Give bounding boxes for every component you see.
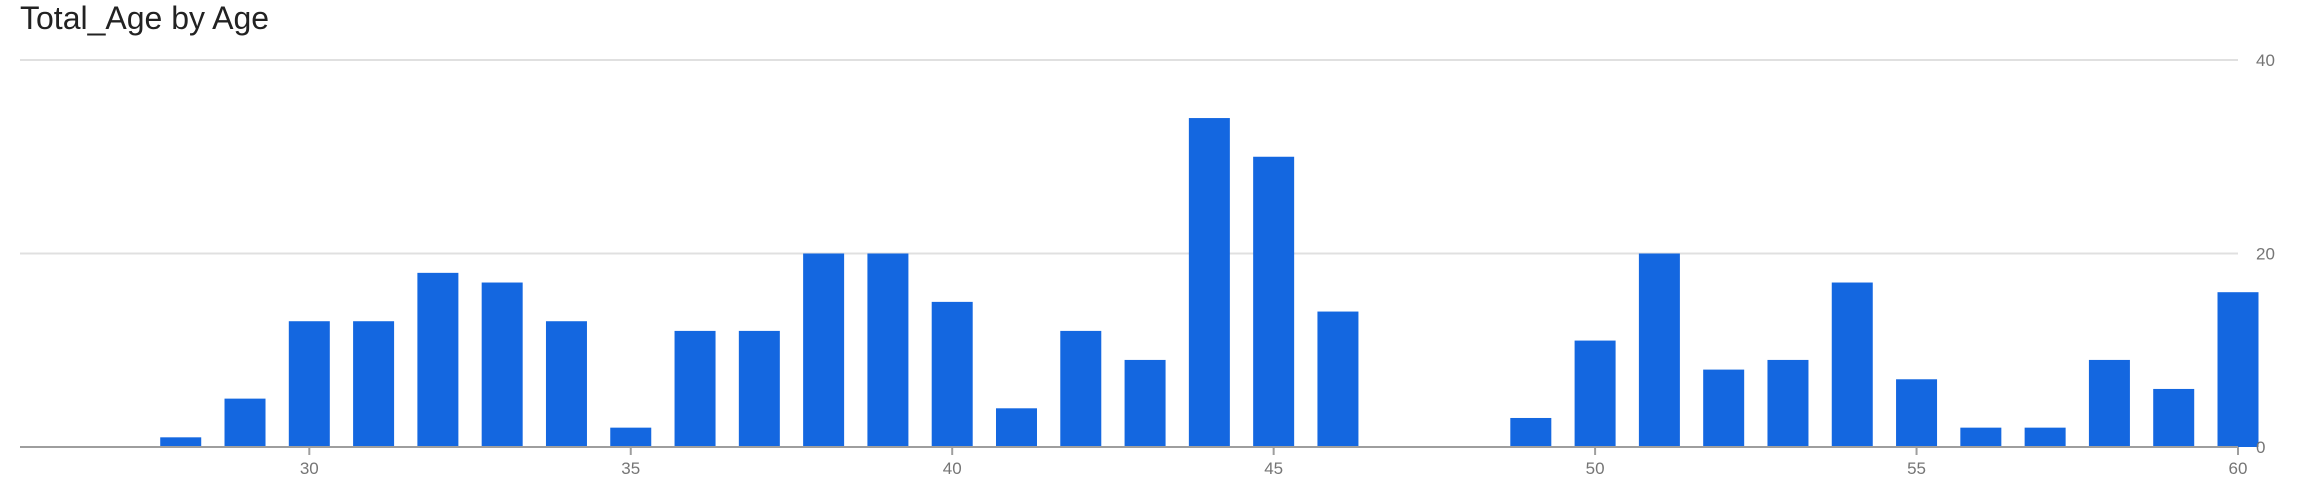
bar [353,321,395,447]
bar [1188,118,1230,448]
bar [995,408,1037,447]
bar [288,321,330,447]
bar [1703,369,1745,447]
bar [1767,359,1809,447]
bar [1317,311,1359,447]
x-tick-label: 35 [621,459,640,478]
x-tick-label: 45 [1264,459,1283,478]
bar [2088,359,2130,447]
x-tick-label: 50 [1586,459,1605,478]
bar [738,330,780,447]
chart-title: Total_Age by Age [20,0,270,36]
y-tick-label: 40 [2256,51,2275,70]
bar [931,301,973,447]
bar [481,282,523,447]
bar [2217,292,2259,447]
y-tick-label: 0 [2256,438,2265,457]
x-tick-label: 30 [300,459,319,478]
bars [160,118,2259,448]
bar [224,398,266,447]
bar [2153,388,2195,447]
bar [160,437,202,447]
bar [1510,417,1552,447]
bar [545,321,587,447]
bar [610,427,652,447]
bar [674,330,716,447]
bar [1896,379,1938,447]
y-tick-label: 20 [2256,245,2275,264]
bar [1960,427,2002,447]
grid-lines [20,59,2238,255]
x-tick-label: 60 [2229,459,2248,478]
x-tick-label: 40 [943,459,962,478]
bar [1060,330,1102,447]
bar [1638,253,1680,447]
x-tick-label: 55 [1907,459,1926,478]
bar [1574,340,1616,447]
bar [2024,427,2066,447]
bar [417,272,459,447]
axes [20,446,2239,455]
bar [1253,156,1295,447]
bar [1124,359,1166,447]
bar [1831,282,1873,447]
tick-labels: 0 20 40 30 35 40 45 50 55 60 [300,51,2275,478]
bar [803,253,845,447]
bar [867,253,909,447]
